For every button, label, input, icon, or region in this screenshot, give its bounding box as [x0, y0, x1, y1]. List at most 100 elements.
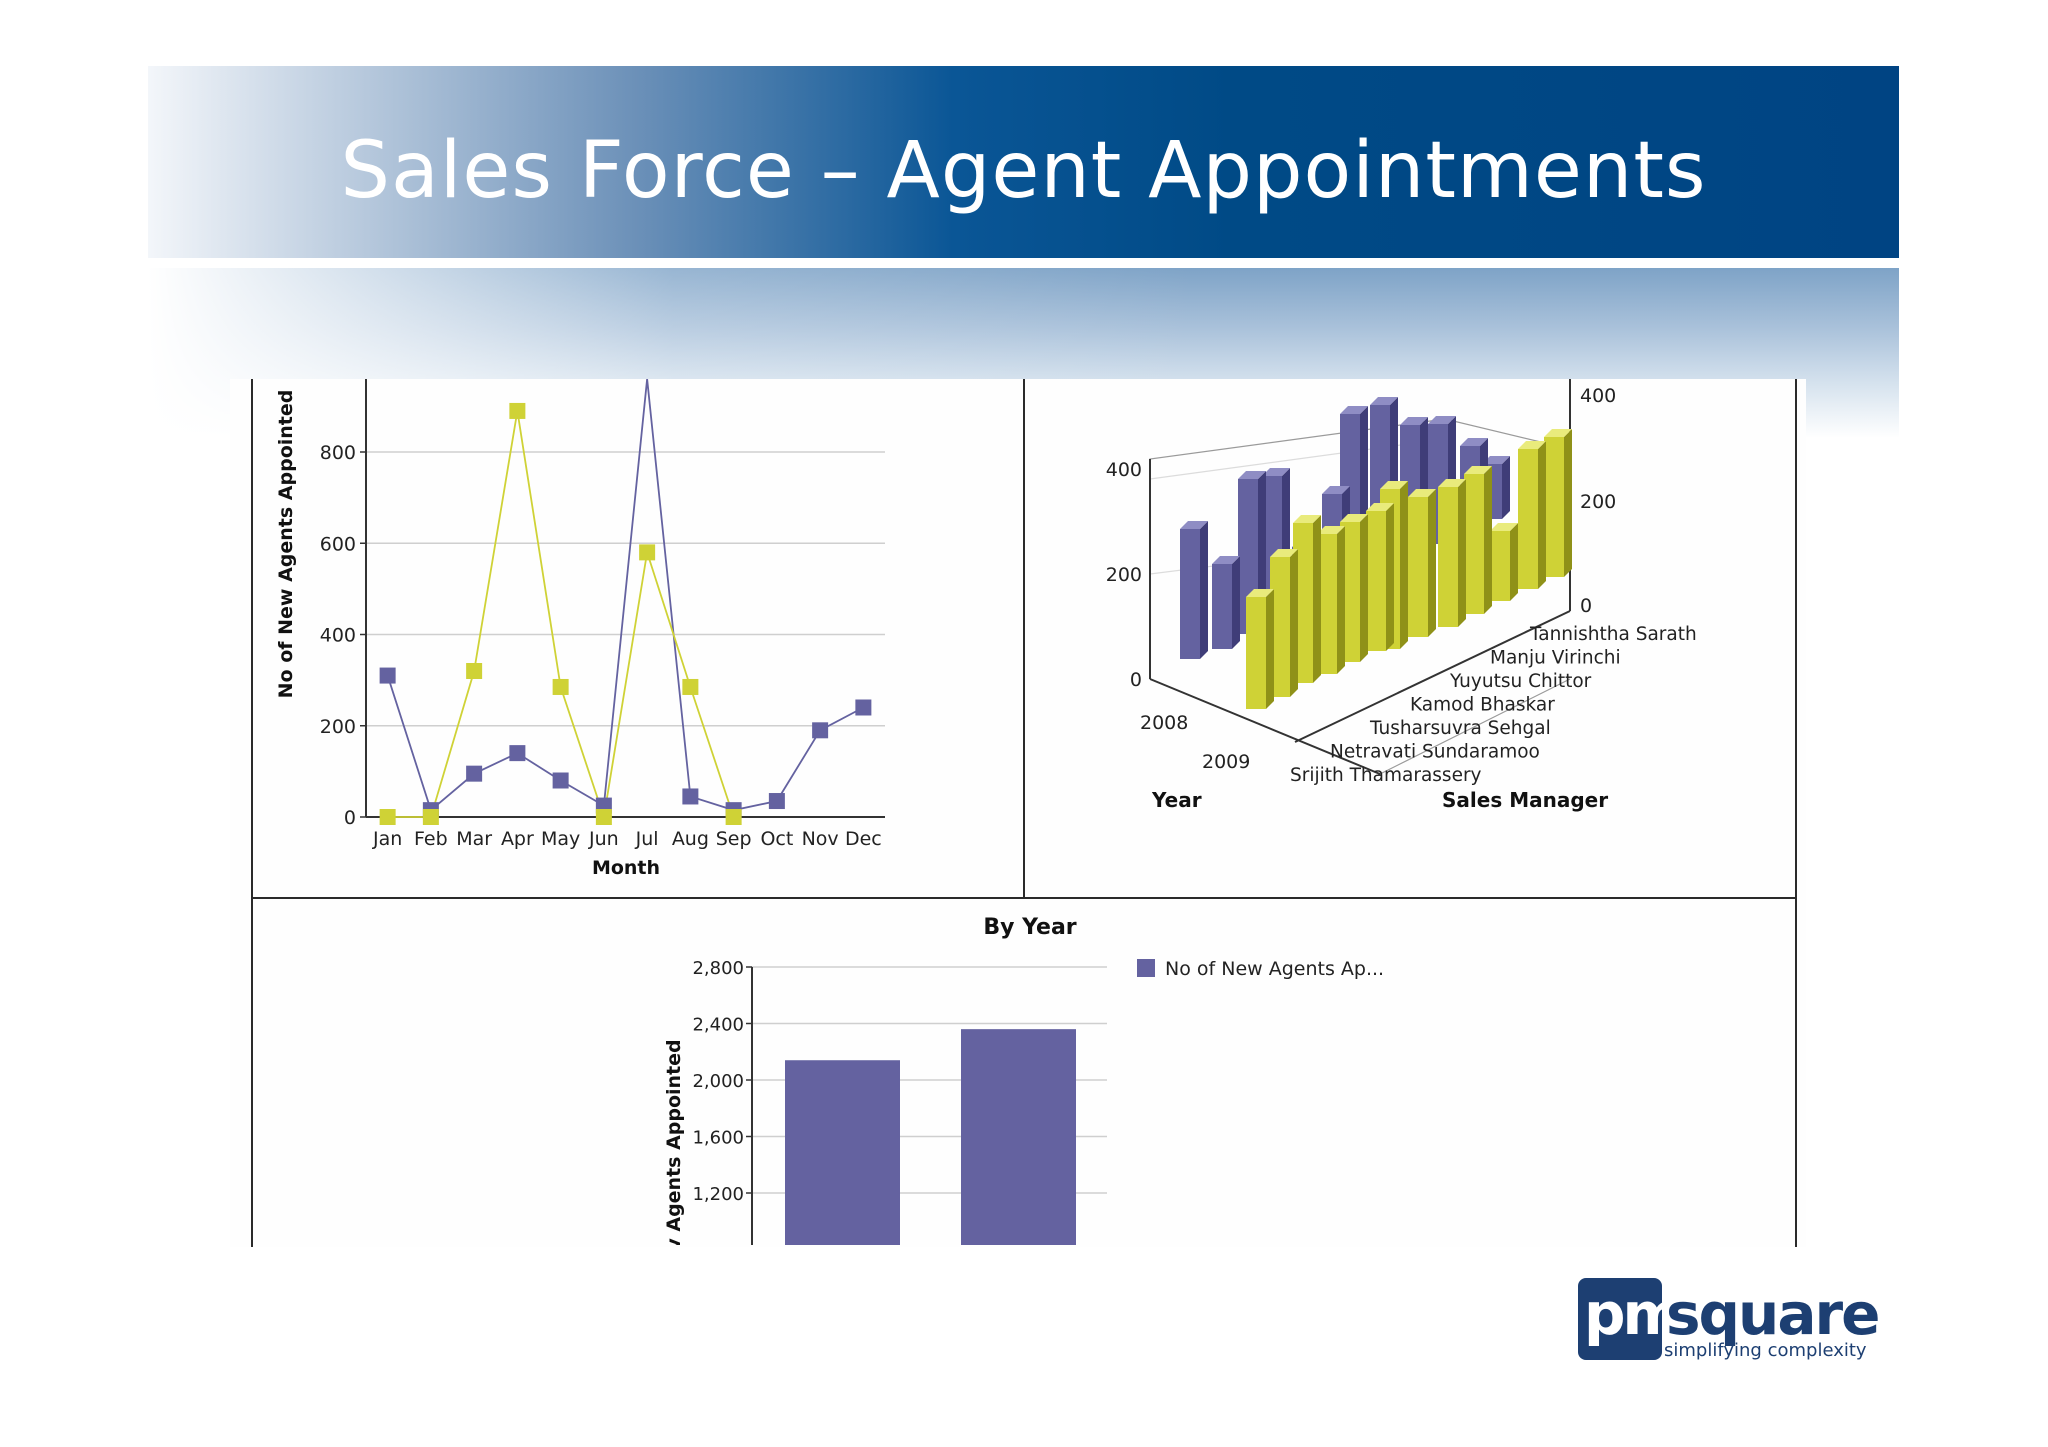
bar3d-bar-front — [1408, 497, 1428, 637]
bar3d-bar-top — [1262, 468, 1290, 476]
line-chart-x-tick-label: Dec — [845, 828, 882, 850]
bar3d-bar-front — [1490, 531, 1510, 601]
line-chart-point — [422, 809, 439, 825]
logo-square-text: square — [1666, 1280, 1880, 1348]
bar3d-bar-top — [1293, 515, 1321, 523]
bar3d-manager-label: Manju Virinchi — [1490, 648, 1621, 669]
manager-3d-bar-chart: 0 200 400 0 200 400 2008 2009 Srijith Thamarasse… — [1106, 379, 1697, 812]
line-chart-point — [812, 722, 829, 739]
line-chart-point — [379, 809, 396, 825]
line-chart-y-tick-label: 400 — [320, 625, 356, 647]
line-chart-x-tick-label: Oct — [760, 828, 793, 850]
logo-pm-text: pm — [1584, 1280, 1683, 1348]
bar3d-bar-top — [1544, 429, 1572, 437]
bar3d-bar-side — [1502, 456, 1510, 519]
bar3d-manager-label: Tusharsuvra Sehgal — [1369, 718, 1551, 739]
bar3d-year-label: 2008 — [1140, 712, 1188, 734]
line-chart-point — [552, 678, 569, 695]
bar3d-bar-front — [1464, 474, 1484, 614]
line-chart-y-tick-label: 200 — [320, 716, 356, 738]
line-chart-x-tick-label: Mar — [456, 828, 492, 850]
line-chart-point — [855, 699, 872, 716]
line-chart-x-tick-label: Sep — [716, 828, 752, 850]
line-chart-point — [552, 772, 569, 789]
bar3d-z-axis-title: Sales Manager — [1442, 788, 1608, 812]
bar3d-bar-front — [1518, 449, 1538, 589]
panel-border-left — [251, 379, 253, 1247]
bar3d-bar-top — [1340, 514, 1368, 522]
bar3d-bar-top — [1380, 481, 1408, 489]
header-band: Sales Force – Agent Appointments — [148, 66, 1899, 258]
by-year-bar — [785, 1060, 900, 1245]
line-chart-x-axis-title: Month — [592, 857, 660, 879]
pmsquare-logo: pm square simplifying complexity — [1578, 1278, 1880, 1364]
bar3d-bar-side — [1200, 521, 1208, 659]
by-year-bar-chart: By Year 1,200 1,600 2,000 2,400 2,800 v Agen… — [663, 915, 1384, 1245]
bar3d-bar-top — [1490, 523, 1518, 531]
line-chart-point — [466, 663, 483, 679]
line-chart-y-tick-label: 0 — [344, 807, 356, 829]
bar3d-manager-axis — [1294, 610, 1571, 743]
line-chart-point — [682, 788, 699, 805]
bar3d-bar-top — [1238, 471, 1266, 479]
bar3d-bar-top — [1180, 521, 1208, 529]
bar3d-bar-top — [1270, 549, 1298, 557]
logo-box — [1578, 1278, 1662, 1360]
line-chart-point — [639, 544, 656, 561]
by-year-bar — [961, 1029, 1076, 1245]
panel-border-right — [1795, 379, 1797, 1247]
bar3d-bar-top — [1518, 441, 1546, 449]
bar3d-bar-side — [1484, 466, 1492, 614]
bar3d-bar-top — [1366, 503, 1394, 511]
line-chart-point — [768, 793, 785, 810]
bar3d-bar-top — [1340, 406, 1368, 414]
bar3d-year-axis — [1149, 678, 1381, 775]
line-chart-y-tick-label: 600 — [320, 533, 356, 555]
monthly-line-chart: 0 200 400 600 800 Jan Feb Mar Apr May Jun Jul Aug Se… — [275, 379, 885, 879]
bar3d-bar-side — [1266, 589, 1274, 709]
bar3d-bar-top — [1482, 456, 1510, 464]
bar3d-bar-side — [1232, 556, 1240, 649]
bar3d-bar-side — [1290, 549, 1298, 697]
bar3d-left-tick-label: 400 — [1106, 459, 1142, 481]
bar3d-bar-front — [1544, 437, 1564, 577]
by-year-title: By Year — [983, 915, 1076, 940]
bar3d-bar-front — [1366, 511, 1386, 651]
line-chart-point — [509, 402, 526, 419]
bar3d-bar-top — [1438, 479, 1466, 487]
bar3d-bar-side — [1538, 441, 1546, 589]
bar3d-bar-top — [1317, 526, 1345, 534]
bar3d-right-tick-label: 200 — [1580, 491, 1616, 513]
bar3d-bar-top — [1428, 416, 1456, 424]
line-chart-x-tick-label: Jan — [372, 828, 402, 850]
by-year-legend-label: No of New Agents Ap... — [1165, 958, 1384, 980]
by-year-y-tick-label: 2,400 — [692, 1015, 744, 1036]
bar3d-bar-top — [1322, 486, 1350, 494]
bar3d-bar-front — [1180, 529, 1200, 659]
bar3d-manager-label: Kamod Bhaskar — [1410, 695, 1555, 716]
bar3d-manager-label: Tannishtha Sarath — [1529, 624, 1697, 645]
by-year-y-tick-label: 2,800 — [692, 958, 744, 979]
line-chart-x-tick-label: Jun — [588, 828, 619, 850]
line-chart-y-axis-title: No of New Agents Appointed — [275, 390, 297, 699]
bar3d-bar-side — [1510, 523, 1518, 601]
bar3d-bar-top — [1370, 397, 1398, 405]
bar3d-bar-top — [1246, 589, 1274, 597]
line-chart-point — [725, 809, 742, 825]
line-chart-x-tick-label: May — [541, 828, 580, 850]
bar3d-bar-side — [1400, 481, 1408, 649]
page-title: Sales Force – Agent Appointments — [340, 126, 1707, 216]
line-chart-series-2-line — [387, 410, 735, 818]
line-chart-x-tick-label: Jul — [635, 828, 659, 850]
line-chart-series-1-line — [386, 379, 864, 812]
bar3d-bar-front — [1438, 487, 1458, 627]
bar3d-bar-front — [1317, 534, 1337, 674]
bar3d-bar-side — [1564, 429, 1572, 577]
bar3d-bar-side — [1458, 479, 1466, 627]
line-chart-x-tick-label: Apr — [501, 828, 534, 850]
bar3d-bar-front — [1246, 597, 1266, 709]
bar3d-right-tick-label: 400 — [1580, 385, 1616, 407]
bar3d-bar-front — [1270, 557, 1290, 697]
bar3d-bar-top — [1464, 466, 1492, 474]
line-chart-y-tick-label: 800 — [320, 442, 356, 464]
